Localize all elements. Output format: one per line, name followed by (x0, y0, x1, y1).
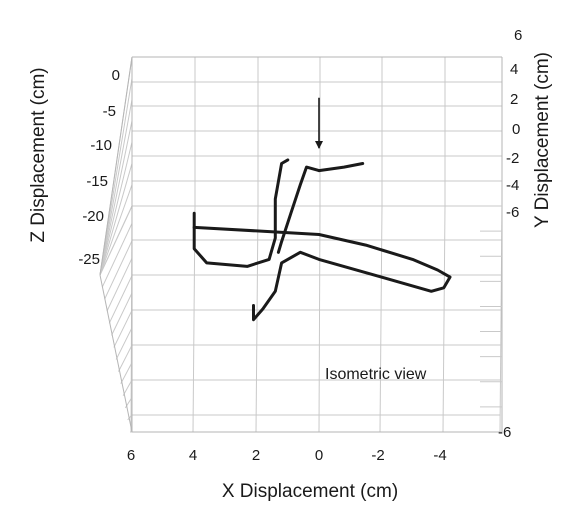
y-tick-label: -4 (506, 177, 519, 194)
side-wall-gridline (121, 362, 132, 383)
y-tick-label: -6 (506, 204, 519, 221)
x-tick-label: 6 (127, 447, 135, 464)
start-arrow-head (315, 141, 323, 149)
isometric-view-annotation: Isometric view (325, 366, 427, 383)
z-tick-label: -15 (86, 173, 108, 190)
z-tick-label: -10 (90, 137, 112, 154)
tick-labels: 6 4 2 0 -2 -4 0 -5 -10 -15 -20 -25 6 4 2 0 -2 -4 -6 -6 (78, 27, 522, 464)
y-tick-label: 4 (510, 61, 518, 78)
y-tick-label: 2 (510, 91, 518, 108)
z-tick-label: 0 (112, 67, 120, 84)
z-tick-label: -5 (103, 103, 116, 120)
y-tick-label: -2 (506, 150, 519, 167)
side-wall-gridline (107, 258, 132, 311)
x-axis-label: X Displacement (cm) (222, 481, 398, 502)
z-tick-label: -25 (78, 251, 100, 268)
x-tick-label: 2 (252, 447, 260, 464)
trajectory-segment-2 (194, 227, 450, 319)
side-wall-gridline (100, 142, 132, 275)
y-tick-label: 0 (512, 121, 520, 138)
z-axis-label: Z Displacement (cm) (28, 67, 49, 242)
x-tick-label: 0 (315, 447, 323, 464)
side-wall-gridline (114, 310, 132, 347)
x-tick-label: 4 (189, 447, 197, 464)
x-tick-label: -2 (371, 447, 384, 464)
trajectory-segment-1 (194, 160, 288, 267)
z-tick-label: -20 (82, 208, 104, 225)
side-wall-edge (100, 57, 132, 275)
trajectory-segment-4 (319, 164, 363, 171)
y-tick-label: -6 (498, 424, 511, 441)
y-axis-label: Y Displacement (cm) (532, 52, 553, 228)
y-tick-label: 6 (514, 27, 522, 44)
x-tick-label: -4 (433, 447, 446, 464)
side-wall-gridline (116, 328, 132, 360)
side-wall-gridline (118, 345, 132, 372)
side-wall-gridline (112, 293, 132, 335)
axes-box (100, 57, 502, 432)
